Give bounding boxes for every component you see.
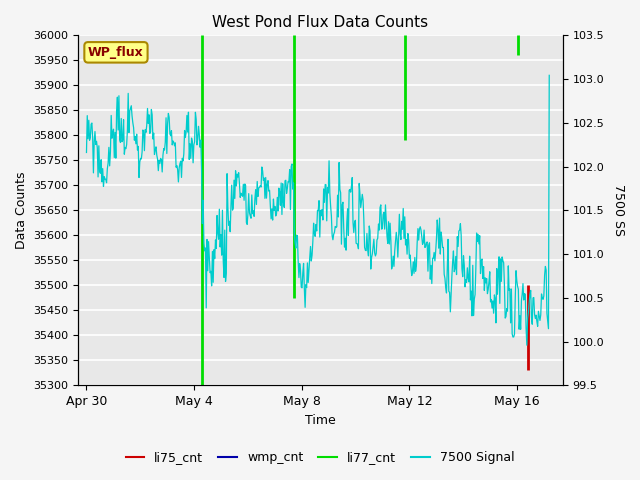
Title: West Pond Flux Data Counts: West Pond Flux Data Counts — [212, 15, 429, 30]
Text: WP_flux: WP_flux — [88, 46, 144, 59]
Legend: li75_cnt, wmp_cnt, li77_cnt, 7500 Signal: li75_cnt, wmp_cnt, li77_cnt, 7500 Signal — [120, 446, 520, 469]
Y-axis label: 7500 SS: 7500 SS — [612, 184, 625, 236]
X-axis label: Time: Time — [305, 414, 336, 427]
Y-axis label: Data Counts: Data Counts — [15, 171, 28, 249]
